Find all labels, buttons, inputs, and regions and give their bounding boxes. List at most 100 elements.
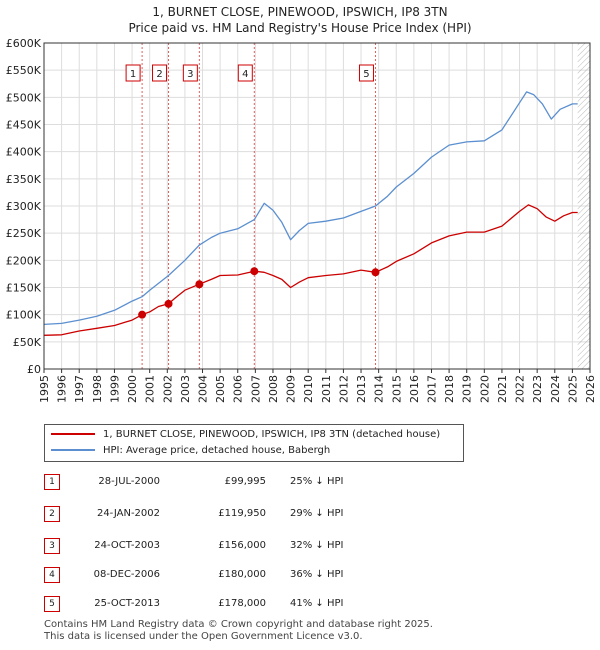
transaction-badge-label: 5 [363, 69, 369, 80]
sale-point [164, 299, 173, 308]
footer-license: This data is licensed under the Open Gov… [44, 631, 363, 642]
sale-point [138, 310, 147, 319]
x-tick-label: 2019 [461, 375, 474, 403]
transaction-badge [237, 64, 253, 82]
x-tick-label: 2003 [179, 375, 192, 403]
y-tick-label: £300K [6, 200, 42, 213]
x-tick-label: 2000 [126, 375, 139, 403]
y-tick-label: £400K [6, 146, 42, 159]
legend-item-property: 1, BURNET CLOSE, PINEWOOD, IPSWICH, IP8 … [51, 428, 440, 442]
transaction-badge [182, 64, 198, 82]
transaction-row: 3 24-OCT-2003 £156,000 32% ↓ HPI [0, 538, 600, 554]
x-tick-label: 2018 [443, 375, 456, 403]
y-tick-label: £50K [13, 336, 42, 349]
transaction-badge-label: 4 [242, 69, 248, 80]
plot-frame [43, 42, 591, 370]
x-tick-label: 2008 [267, 375, 280, 403]
y-tick-label: £100K [6, 309, 42, 322]
price-chart: 1 2 3 4 5 £0 £50K £100K £150K £200K £250K £300K £35… [6, 37, 597, 403]
transaction-row: 5 25-OCT-2013 £178,000 41% ↓ HPI [0, 596, 600, 612]
transaction-date: 25-OCT-2013 [94, 598, 160, 609]
x-tick-label: 1995 [38, 375, 51, 403]
x-tick-label: 2021 [496, 375, 509, 403]
x-tick-label: 2026 [584, 375, 597, 403]
transaction-hpi: 32% ↓ HPI [290, 540, 344, 551]
y-tick-label: £450K [6, 119, 42, 132]
transaction-number: 3 [44, 538, 60, 554]
chart-subtitle: Price paid vs. HM Land Registry's House … [128, 21, 472, 35]
transaction-badge [152, 64, 168, 82]
y-tick-label: £0 [27, 363, 41, 376]
x-tick-label: 2009 [285, 375, 298, 403]
y-tick-label: £350K [6, 173, 42, 186]
chart-title: 1, BURNET CLOSE, PINEWOOD, IPSWICH, IP8 … [152, 5, 448, 19]
transaction-badge-label: 1 [130, 69, 136, 80]
transaction-hpi: 36% ↓ HPI [290, 569, 344, 580]
y-tick-label: £550K [6, 64, 42, 77]
y-tick-label: £600K [6, 37, 42, 50]
x-tick-label: 2017 [425, 375, 438, 403]
transaction-price: £156,000 [218, 540, 266, 551]
x-tick-label: 1999 [108, 375, 121, 403]
transaction-date: 24-JAN-2002 [96, 508, 160, 519]
x-tick-label: 1998 [91, 375, 104, 403]
transaction-badge [125, 64, 141, 82]
x-tick-label: 2011 [320, 375, 333, 403]
x-tick-label: 2024 [549, 375, 562, 403]
sale-point [250, 267, 259, 276]
chart-legend: 1, BURNET CLOSE, PINEWOOD, IPSWICH, IP8 … [44, 424, 464, 462]
transaction-price: £119,950 [218, 508, 266, 519]
x-tick-label: 2012 [337, 375, 350, 403]
transaction-hpi: 25% ↓ HPI [290, 476, 344, 487]
transaction-number: 5 [44, 596, 60, 612]
x-tick-label: 2016 [408, 375, 421, 403]
transaction-badge-label: 3 [187, 69, 193, 80]
legend-swatch-hpi [51, 449, 95, 451]
transaction-price: £180,000 [218, 569, 266, 580]
x-tick-label: 1997 [73, 375, 86, 403]
transaction-hpi: 41% ↓ HPI [290, 598, 344, 609]
x-tick-label: 2010 [302, 375, 315, 403]
legend-label-hpi: HPI: Average price, detached house, Babe… [103, 445, 331, 456]
transaction-date: 24-OCT-2003 [94, 540, 160, 551]
transaction-row: 2 24-JAN-2002 £119,950 29% ↓ HPI [0, 506, 600, 522]
y-tick-label: £150K [6, 282, 42, 295]
x-tick-label: 2007 [249, 375, 262, 403]
y-tick-label: £200K [6, 254, 42, 267]
transaction-number: 4 [44, 567, 60, 583]
x-tick-label: 2025 [566, 375, 579, 403]
sale-point [195, 280, 204, 289]
x-tick-label: 2004 [197, 375, 210, 403]
x-tick-label: 2013 [355, 375, 368, 403]
transaction-row: 1 28-JUL-2000 £99,995 25% ↓ HPI [0, 474, 600, 490]
sale-point [371, 268, 380, 277]
forecast-hatch [577, 43, 590, 369]
series-line-hpi [43, 91, 578, 326]
x-tick-label: 2005 [214, 375, 227, 403]
legend-swatch-property [51, 433, 95, 435]
y-tick-label: £500K [6, 91, 42, 104]
transaction-badge-label: 2 [156, 69, 162, 80]
x-tick-label: 1996 [56, 375, 69, 403]
x-tick-label: 2002 [161, 375, 174, 403]
transaction-hpi: 29% ↓ HPI [290, 508, 344, 519]
transaction-date: 28-JUL-2000 [98, 476, 160, 487]
x-tick-label: 2023 [531, 375, 544, 403]
series-line-property [43, 204, 578, 336]
legend-label-property: 1, BURNET CLOSE, PINEWOOD, IPSWICH, IP8 … [103, 429, 441, 440]
x-tick-label: 2020 [478, 375, 491, 403]
transaction-number: 1 [44, 474, 60, 490]
x-tick-label: 2014 [373, 375, 386, 403]
legend-item-hpi: HPI: Average price, detached house, Babe… [51, 444, 330, 458]
y-tick-label: £250K [6, 227, 42, 240]
x-tick-label: 2001 [144, 375, 157, 403]
transaction-number: 2 [44, 506, 60, 522]
transaction-date: 08-DEC-2006 [93, 569, 160, 580]
x-tick-label: 2015 [390, 375, 403, 403]
transaction-row: 4 08-DEC-2006 £180,000 36% ↓ HPI [0, 567, 600, 583]
x-tick-label: 2006 [232, 375, 245, 403]
transaction-badge [358, 64, 374, 82]
transaction-price: £178,000 [218, 598, 266, 609]
x-tick-label: 2022 [514, 375, 527, 403]
footer-copyright: Contains HM Land Registry data © Crown c… [44, 619, 433, 630]
